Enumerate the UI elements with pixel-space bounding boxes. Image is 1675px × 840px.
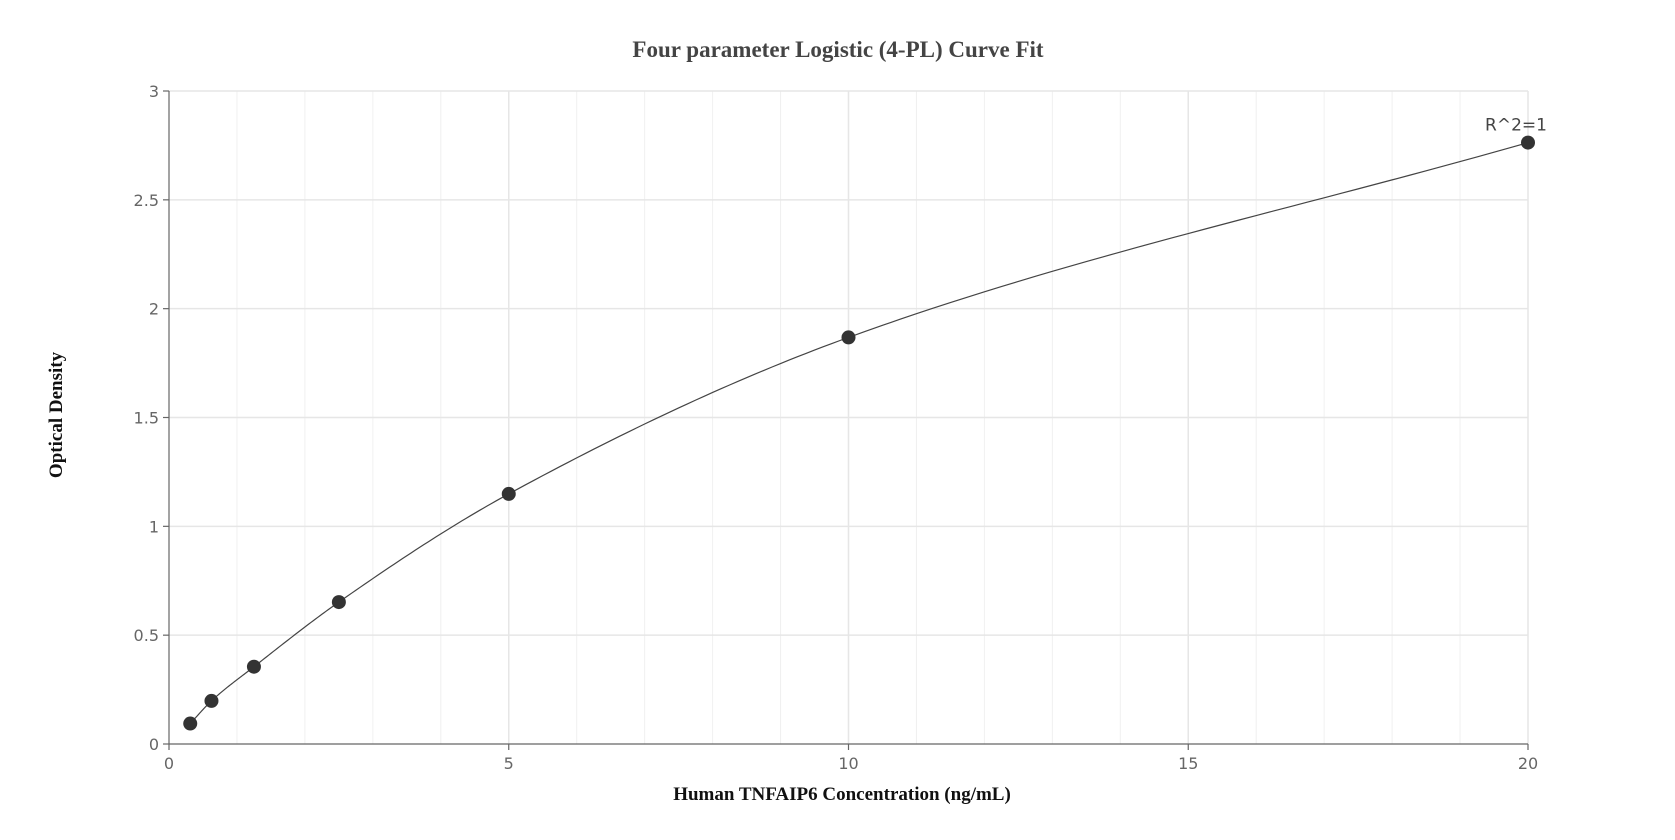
data-point — [501, 486, 516, 501]
y-axis-title: Optical Density — [46, 351, 67, 478]
fit-curve — [189, 142, 1529, 724]
data-point — [331, 595, 346, 610]
data-point — [246, 659, 261, 674]
x-axis-title: Human TNFAIP6 Concentration (ng/mL) — [673, 784, 1011, 805]
data-point — [1521, 135, 1535, 150]
x-tick-label: 15 — [1178, 754, 1198, 773]
x-tick-label: 20 — [1518, 754, 1538, 773]
data-point — [841, 330, 856, 345]
x-tick-label: 5 — [504, 754, 514, 773]
chart-title: Four parameter Logistic (4-PL) Curve Fit — [632, 37, 1043, 62]
x-tick-label: 0 — [164, 754, 174, 773]
y-tick-label: 0 — [149, 735, 159, 754]
x-tick-label: 10 — [838, 754, 858, 773]
y-tick-label: 1.5 — [134, 409, 159, 428]
y-tick-label: 1 — [149, 517, 159, 536]
r-squared-annotation: R^2=1 — [1485, 116, 1547, 136]
tick-labels: 0 5 10 15 20 0 0.5 1 1.5 2 2.5 3 — [134, 82, 1539, 773]
data-points — [183, 135, 1535, 731]
axes — [163, 90, 1529, 750]
data-point — [183, 716, 198, 731]
y-tick-label: 0.5 — [134, 626, 159, 645]
grid-lines — [169, 90, 1529, 744]
y-tick-label: 3 — [149, 82, 159, 101]
fit-curve-layer — [189, 142, 1529, 724]
y-tick-label: 2.5 — [134, 191, 159, 210]
y-tick-label: 2 — [149, 300, 159, 319]
data-point — [204, 693, 219, 708]
